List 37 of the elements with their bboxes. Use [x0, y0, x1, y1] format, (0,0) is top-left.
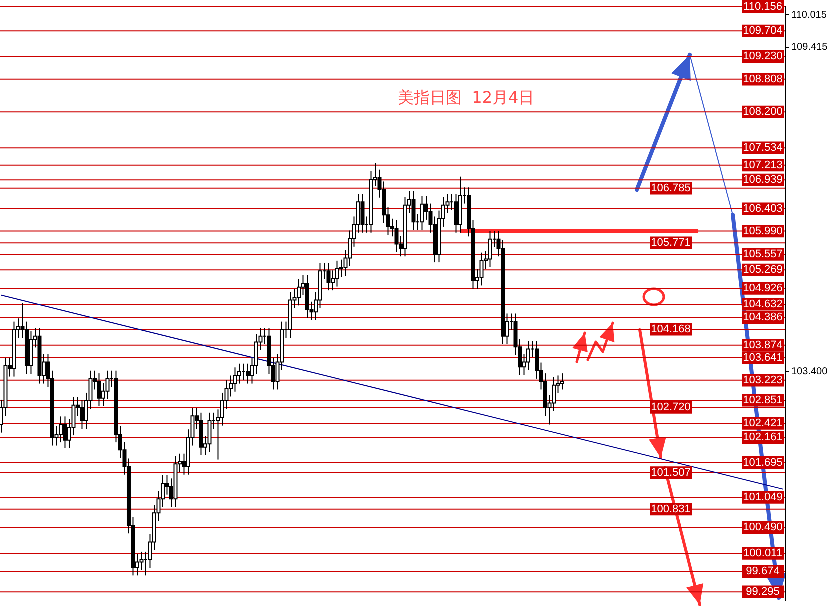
ref-line-label: 106.785: [651, 182, 691, 194]
ref-line-label: 100.831: [651, 503, 691, 516]
ref-line-label: 109.704: [743, 25, 783, 38]
ref-line-label: 101.695: [743, 456, 783, 469]
ref-line-label: 110.156: [744, 0, 782, 13]
ref-line-label: 103.641: [743, 352, 783, 364]
ref-line-label: 105.990: [743, 225, 783, 238]
ref-line-label: 101.507: [651, 466, 691, 479]
ref-line-label: 106.403: [743, 203, 783, 216]
ref-line-label: 100.011: [744, 548, 782, 560]
ref-line-label: 109.230: [743, 50, 783, 63]
ref-line-label: 104.168: [651, 323, 691, 336]
ref-line-label: 107.534: [743, 142, 783, 154]
ref-line-label: 102.720: [651, 402, 691, 414]
ref-line-label: 106.939: [743, 174, 783, 186]
ref-line-label: 103.223: [743, 374, 783, 386]
ref-line-label: 101.049: [743, 492, 783, 504]
ref-line-label: 108.808: [743, 73, 783, 86]
ref-line-label: 104.632: [743, 298, 783, 310]
ref-line-label: 99.674: [746, 566, 780, 578]
ref-line-label: 102.851: [743, 394, 783, 406]
ref-line-label: 105.557: [743, 248, 783, 261]
ref-line-label: 107.213: [743, 159, 783, 172]
text: 美指日图 12月4日: [398, 88, 535, 109]
ref-line-label: 105.269: [743, 264, 783, 276]
y-tick-label: 109.415: [792, 42, 828, 54]
ref-line-label: 102.161: [743, 432, 783, 444]
ref-line-label: 102.421: [743, 418, 783, 430]
ref-line-label: 99.295: [746, 586, 780, 598]
ref-line-label: 105.771: [651, 237, 691, 250]
y-tick-label: 110.015: [792, 10, 828, 21]
ref-line-label: 104.926: [743, 282, 783, 295]
y-tick-label: 103.400: [792, 366, 828, 378]
ref-line-label: 103.874: [743, 339, 783, 352]
ref-line-label: 104.386: [743, 312, 783, 324]
ref-line-label: 100.490: [743, 522, 783, 534]
ref-line-label: 108.200: [743, 106, 783, 118]
